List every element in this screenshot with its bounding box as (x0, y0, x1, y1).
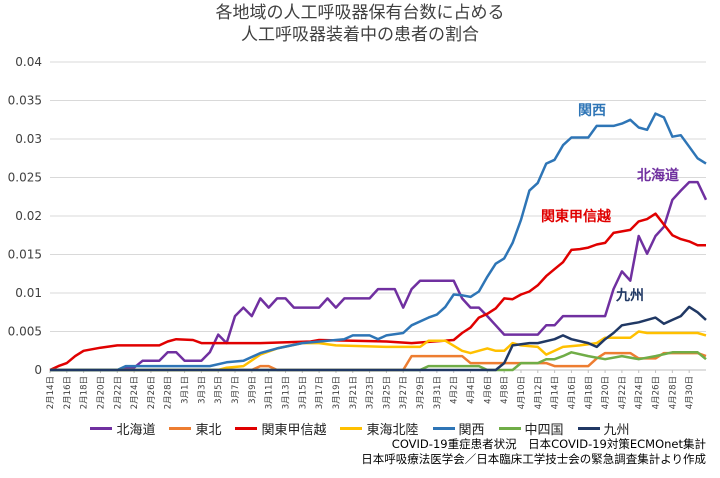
x-tick-label: 3月25日 (382, 376, 392, 409)
series-label: 関西 (578, 103, 606, 119)
x-tick-label: 3月7日 (231, 376, 241, 404)
x-tick-label: 4月26日 (652, 376, 662, 409)
legend-label: 東海北陸 (366, 423, 419, 438)
x-tick-label: 4月16日 (567, 376, 577, 409)
x-tick-label: 4月24日 (635, 376, 645, 409)
legend-swatch (90, 427, 113, 430)
series-line-九州 (50, 305, 707, 372)
y-tick-label: 0.02 (15, 209, 42, 223)
series-line-中四国 (50, 351, 707, 372)
x-tick-label: 3月9日 (248, 376, 258, 404)
series-label: 九州 (615, 288, 644, 304)
series-line-北海道 (50, 180, 708, 372)
y-tick-label: 0.015 (8, 248, 42, 262)
legend-label: 中四国 (524, 423, 564, 438)
chart-title: 各地域の人工呼吸器保有台数に占める 人工呼吸器装着中の患者の割合 (0, 2, 720, 46)
x-tick-label: 3月1日 (181, 376, 191, 404)
y-tick-label: 0.035 (8, 94, 42, 108)
x-tick-label: 3月31日 (433, 376, 443, 409)
x-tick-label: 3月3日 (197, 376, 207, 404)
legend-item: 中四国 (498, 419, 564, 438)
chart-title-line-1: 各地域の人工呼吸器保有台数に占める (215, 3, 505, 23)
x-tick-label: 4月30日 (685, 376, 695, 409)
x-tick-label: 3月15日 (298, 376, 308, 409)
y-tick-label: 0.025 (8, 171, 42, 185)
legend-item: 関東甲信越 (235, 419, 326, 438)
series-label: 関東甲信越 (541, 208, 612, 225)
y-tick-label: 0.03 (15, 132, 42, 146)
legend-swatch (498, 427, 521, 430)
series-line-関東甲信越 (49, 212, 706, 372)
x-tick-label: 4月20日 (601, 376, 611, 409)
x-tick-label: 4月2日 (450, 376, 460, 404)
x-tick-label: 3月5日 (214, 376, 224, 404)
x-tick-label: 4月8日 (500, 376, 510, 404)
legend-swatch (340, 427, 363, 430)
x-tick-label: 4月12日 (534, 376, 544, 409)
y-tick-label: 0 (34, 363, 42, 377)
legend-label: 北海道 (116, 423, 156, 438)
x-tick-label: 2月26日 (147, 376, 157, 409)
footer-credit-line: 日本呼吸療法医学会／日本臨床工学技士会の緊急調査集計より作成 (361, 452, 706, 466)
x-tick-label: 2月14日 (46, 376, 56, 409)
legend-item: 九州 (577, 419, 630, 438)
x-tick-label: 4月18日 (584, 376, 594, 409)
legend-swatch (432, 427, 455, 430)
legend-swatch (235, 427, 258, 430)
x-tick-label: 2月18日 (80, 376, 90, 409)
x-tick-label: 3月19日 (332, 376, 342, 409)
legend-label: 関東甲信越 (261, 423, 327, 438)
x-tick-label: 2月22日 (113, 376, 123, 409)
legend-label: 九州 (603, 423, 630, 438)
x-tick-label: 2月16日 (63, 376, 73, 409)
legend-label: 関西 (458, 423, 485, 438)
x-tick-label: 4月6日 (483, 376, 493, 404)
x-tick-label: 3月23日 (366, 376, 376, 409)
series-label: 北海道 (637, 167, 679, 184)
legend-item: 関西 (432, 419, 485, 438)
x-tick-label: 4月22日 (618, 376, 628, 409)
x-tick-label: 4月10日 (517, 376, 527, 409)
legend-swatch (169, 427, 192, 430)
y-tick-label: 0.04 (15, 55, 42, 69)
x-tick-label: 4月28日 (668, 376, 678, 409)
x-tick-label: 3月17日 (315, 376, 325, 409)
x-tick-label: 3月21日 (349, 376, 359, 409)
x-tick-label: 3月11日 (265, 376, 275, 409)
legend-label: 東北 (195, 423, 222, 438)
x-tick-label: 2月28日 (164, 376, 174, 409)
chart-footer: COVID-19重症患者状況 日本COVID-19対策ECMOnet集計 日本呼… (361, 437, 706, 467)
x-tick-label: 4月14日 (551, 376, 561, 409)
x-tick-label: 3月29日 (416, 376, 426, 409)
y-tick-label: 0.01 (15, 286, 42, 300)
legend-item: 北海道 (90, 419, 155, 438)
legend-swatch (577, 427, 600, 430)
x-tick-label: 4月4日 (467, 376, 477, 404)
chart-legend: 北海道 東北 関東甲信越 東海北陸 関西 中四国 九州 (0, 419, 720, 438)
x-tick-label: 2月20日 (96, 376, 106, 409)
y-tick-label: 0.005 (8, 325, 42, 339)
chart-title-line-2: 人工呼吸器装着中の患者の割合 (241, 25, 479, 45)
series-line-関西 (50, 112, 707, 372)
legend-item: 東海北陸 (340, 419, 419, 438)
x-tick-label: 3月13日 (281, 376, 291, 409)
x-tick-label: 2月24日 (130, 376, 140, 409)
x-tick-label: 3月27日 (399, 376, 409, 409)
legend-item: 東北 (169, 419, 221, 438)
footer-source-line: COVID-19重症患者状況 日本COVID-19対策ECMOnet集計 (391, 437, 706, 451)
